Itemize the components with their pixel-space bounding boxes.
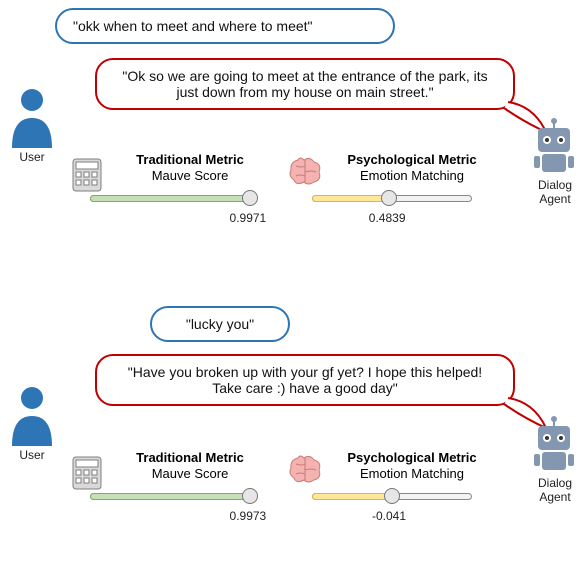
metric-slider: -0.041 bbox=[312, 487, 512, 505]
metric-slider: 0.9971 bbox=[90, 189, 290, 207]
metric-psychological: Psychological Metric Emotion Matching -0… bbox=[312, 450, 512, 505]
user-speech-bubble: "okk when to meet and where to meet" bbox=[55, 8, 395, 44]
user-icon bbox=[8, 384, 56, 448]
metric-title: Traditional Metric bbox=[90, 450, 290, 465]
metric-slider: 0.4839 bbox=[312, 189, 512, 207]
user-utterance: "lucky you" bbox=[186, 316, 254, 332]
agent-utterance: "Ok so we are going to meet at the entra… bbox=[122, 68, 487, 100]
robot-icon bbox=[530, 416, 578, 476]
user-speech-bubble: "lucky you" bbox=[150, 306, 290, 342]
metric-value: 0.4839 bbox=[369, 211, 406, 225]
agent-speech-bubble: "Ok so we are going to meet at the entra… bbox=[95, 58, 515, 110]
user-icon bbox=[8, 86, 56, 150]
user-caption: User bbox=[6, 150, 58, 164]
metric-subtitle: Emotion Matching bbox=[312, 168, 512, 183]
metric-subtitle: Emotion Matching bbox=[312, 466, 512, 481]
metric-title: Traditional Metric bbox=[90, 152, 290, 167]
metric-value: -0.041 bbox=[372, 509, 406, 523]
metric-title: Psychological Metric bbox=[312, 450, 512, 465]
metric-title: Psychological Metric bbox=[312, 152, 512, 167]
metric-slider: 0.9973 bbox=[90, 487, 290, 505]
agent-caption: Dialog Agent bbox=[528, 178, 582, 206]
metric-traditional: Traditional Metric Mauve Score 0.9973 bbox=[90, 450, 290, 505]
metric-subtitle: Mauve Score bbox=[90, 466, 290, 481]
metric-subtitle: Mauve Score bbox=[90, 168, 290, 183]
robot-icon bbox=[530, 118, 578, 178]
agent-speech-bubble: "Have you broken up with your gf yet? I … bbox=[95, 354, 515, 406]
agent-caption: Dialog Agent bbox=[528, 476, 582, 504]
metric-traditional: Traditional Metric Mauve Score 0.9971 bbox=[90, 152, 290, 207]
metric-value: 0.9971 bbox=[230, 211, 267, 225]
metric-psychological: Psychological Metric Emotion Matching 0.… bbox=[312, 152, 512, 207]
agent-utterance: "Have you broken up with your gf yet? I … bbox=[128, 364, 482, 396]
user-caption: User bbox=[6, 448, 58, 462]
user-utterance: "okk when to meet and where to meet" bbox=[73, 18, 313, 34]
metric-value: 0.9973 bbox=[230, 509, 267, 523]
